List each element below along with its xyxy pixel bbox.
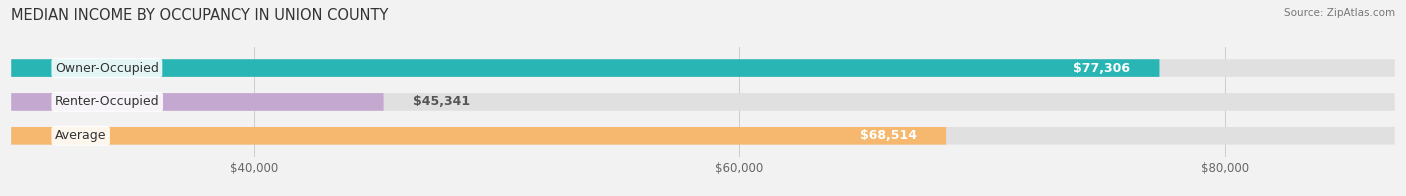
Text: $45,341: $45,341 <box>413 95 470 108</box>
Text: Owner-Occupied: Owner-Occupied <box>55 62 159 74</box>
FancyBboxPatch shape <box>11 127 1395 145</box>
FancyBboxPatch shape <box>11 93 1395 111</box>
FancyBboxPatch shape <box>11 59 1160 77</box>
FancyBboxPatch shape <box>11 127 946 145</box>
FancyBboxPatch shape <box>11 93 384 111</box>
FancyBboxPatch shape <box>11 59 1395 77</box>
Text: Renter-Occupied: Renter-Occupied <box>55 95 159 108</box>
Text: MEDIAN INCOME BY OCCUPANCY IN UNION COUNTY: MEDIAN INCOME BY OCCUPANCY IN UNION COUN… <box>11 8 388 23</box>
Text: Average: Average <box>55 129 107 142</box>
Text: $68,514: $68,514 <box>860 129 917 142</box>
Text: $77,306: $77,306 <box>1073 62 1130 74</box>
Text: Source: ZipAtlas.com: Source: ZipAtlas.com <box>1284 8 1395 18</box>
